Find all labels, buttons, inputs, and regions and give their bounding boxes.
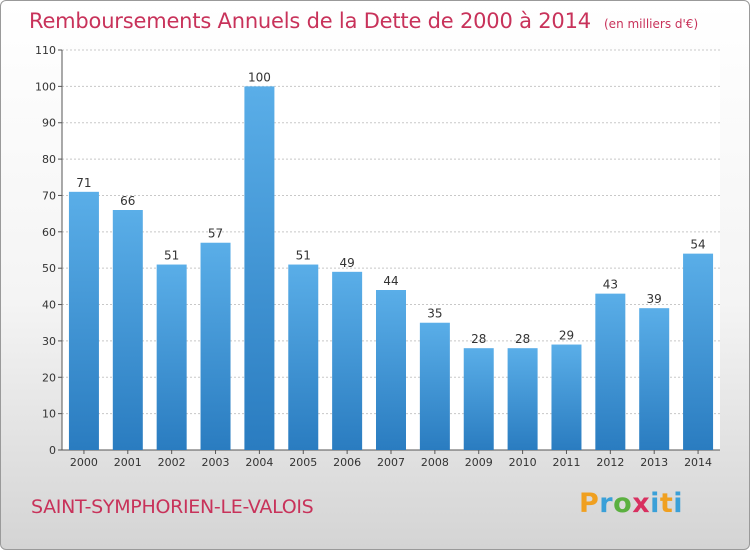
bar-2002 — [156, 264, 187, 450]
y-tick-label: 110 — [35, 44, 56, 57]
x-tick-label-2009: 2009 — [465, 456, 493, 469]
x-tick-label-2004: 2004 — [245, 456, 273, 469]
chart-unit: (en milliers d'€) — [604, 17, 699, 31]
bar-2013 — [639, 308, 670, 450]
data-label-2010: 28 — [515, 332, 530, 346]
data-label-2002: 51 — [164, 249, 179, 263]
bar-2001 — [112, 210, 143, 450]
y-tick-label: 70 — [42, 189, 56, 202]
data-label-2014: 54 — [690, 238, 705, 252]
data-label-2000: 71 — [76, 176, 91, 190]
x-tick-label-2011: 2011 — [552, 456, 580, 469]
bar-2009 — [463, 348, 494, 450]
x-tick-label-2002: 2002 — [158, 456, 186, 469]
y-tick-label: 100 — [35, 80, 56, 93]
y-tick-label: 20 — [42, 371, 56, 384]
title-row: Remboursements Annuels de la Dette de 20… — [29, 9, 698, 33]
x-tick-label-2001: 2001 — [114, 456, 142, 469]
data-label-2009: 28 — [471, 332, 486, 346]
x-tick-label-2006: 2006 — [333, 456, 361, 469]
x-tick-label-2005: 2005 — [289, 456, 317, 469]
bar-2000 — [68, 191, 99, 450]
x-tick-label-2008: 2008 — [421, 456, 449, 469]
bar-2006 — [332, 271, 363, 450]
data-label-2004: 100 — [248, 70, 271, 84]
bar-2003 — [200, 242, 231, 450]
bar-2005 — [288, 264, 319, 450]
y-tick-label: 80 — [42, 153, 56, 166]
x-tick-label-2014: 2014 — [684, 456, 712, 469]
chart-title: Remboursements Annuels de la Dette de 20… — [29, 9, 591, 33]
y-tick-label: 10 — [42, 408, 56, 421]
y-tick-label: 30 — [42, 335, 56, 348]
data-label-2006: 49 — [339, 256, 354, 270]
data-label-2003: 57 — [208, 227, 223, 241]
data-label-2001: 66 — [120, 194, 135, 208]
y-tick-label: 90 — [42, 117, 56, 130]
proxiti-logo: Proxiti — [579, 488, 684, 519]
x-tick-label-2013: 2013 — [640, 456, 668, 469]
data-label-2013: 39 — [647, 292, 662, 306]
commune-name: SAINT-SYMPHORIEN-LE-VALOIS — [31, 496, 314, 518]
bar-2011 — [551, 344, 582, 450]
bar-2010 — [507, 348, 538, 450]
data-label-2011: 29 — [559, 329, 574, 343]
bar-2007 — [376, 290, 406, 450]
data-label-2012: 43 — [603, 278, 618, 292]
x-tick-label-2003: 2003 — [202, 456, 230, 469]
x-tick-label-2010: 2010 — [509, 456, 537, 469]
bar-2012 — [595, 293, 626, 450]
data-label-2005: 51 — [296, 249, 311, 263]
y-tick-label: 40 — [42, 299, 56, 312]
data-label-2008: 35 — [427, 307, 442, 321]
bar-2008 — [419, 322, 450, 450]
x-tick-label-2012: 2012 — [596, 456, 624, 469]
bar-2004 — [244, 86, 275, 450]
y-tick-label: 50 — [42, 262, 56, 275]
x-tick-label-2007: 2007 — [377, 456, 405, 469]
data-label-2007: 44 — [383, 274, 398, 288]
x-tick-label-2000: 2000 — [70, 456, 98, 469]
y-tick-label: 60 — [42, 226, 56, 239]
bar-2014 — [683, 253, 714, 450]
y-tick-label: 0 — [49, 444, 56, 457]
